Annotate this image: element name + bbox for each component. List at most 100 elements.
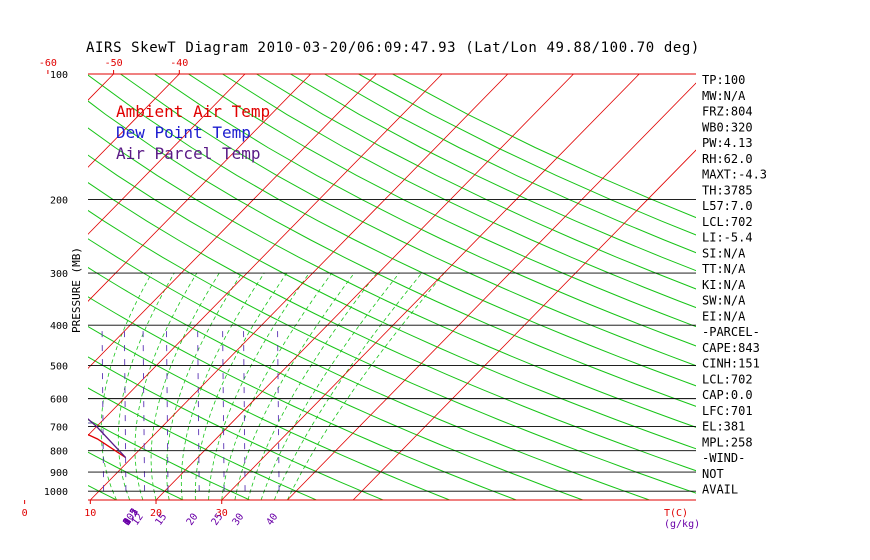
mixing-ratio-unit-label: (g/kg) xyxy=(664,519,700,530)
stat-item: LFC:701 xyxy=(702,404,753,418)
pressure-tick: 800 xyxy=(50,447,68,458)
mixing-ratio-line xyxy=(74,325,76,491)
stat-item: CAPE:843 xyxy=(702,341,760,355)
stat-item: RH:62.0 xyxy=(702,152,753,166)
stat-item: FRZ:804 xyxy=(702,105,753,119)
dry-adiabat xyxy=(154,74,696,347)
moist-adiabat xyxy=(234,272,355,500)
isotherm xyxy=(88,74,443,436)
isotherm xyxy=(88,74,180,168)
pressure-tick: 1000 xyxy=(44,487,68,498)
legend-item: Air Parcel Temp xyxy=(116,144,261,163)
mixing-ratio-line xyxy=(36,325,38,491)
temperature-unit-label: T(C) xyxy=(664,508,688,519)
stat-item: -WIND- xyxy=(702,451,745,465)
background-grid xyxy=(0,74,696,500)
stat-item: CAP:0.0 xyxy=(702,388,753,402)
mixing-ratio-tick: 2 xyxy=(121,516,133,527)
dry-adiabat xyxy=(88,387,317,500)
mixing-ratio-line xyxy=(243,325,246,492)
isotherm xyxy=(221,74,640,500)
dry-adiabat xyxy=(88,100,696,407)
dry-adiabat xyxy=(120,74,696,367)
moist-adiabat xyxy=(166,272,243,500)
mixing-ratio-tick: 1 xyxy=(121,516,133,527)
mixing-ratio-tick: 4 xyxy=(121,516,133,527)
moist-adiabat xyxy=(287,272,445,500)
dry-adiabat xyxy=(88,266,583,500)
isotherm xyxy=(0,74,48,500)
moist-adiabat xyxy=(221,272,333,500)
isotherm xyxy=(90,74,509,500)
moist-adiabat xyxy=(100,272,153,500)
dry-adiabat xyxy=(222,74,696,309)
dry-adiabat xyxy=(188,74,696,328)
bottom-temp-tick: 0 xyxy=(22,508,28,519)
stat-item: AVAIL xyxy=(702,483,738,497)
stat-item: MAXT:-4.3 xyxy=(702,168,767,182)
bottom-temp-tick: 10 xyxy=(84,508,96,519)
dry-adiabat xyxy=(392,74,696,219)
mixing-ratio-tick: 3 xyxy=(121,516,133,527)
stat-item: WB0:320 xyxy=(702,120,753,134)
bottom-temp-tick: 30 xyxy=(216,508,228,519)
isotherm xyxy=(287,82,696,500)
moist-adiabat xyxy=(247,272,378,500)
dry-adiabat xyxy=(88,326,450,500)
stat-item: KI:N/A xyxy=(702,278,746,292)
mixing-ratio-line xyxy=(277,325,280,492)
mixing-ratio-tick: 8 xyxy=(121,516,133,527)
dry-adiabat xyxy=(88,356,384,500)
moist-adiabat xyxy=(117,272,175,500)
mixing-ratio-line xyxy=(222,325,225,492)
chart-title: AIRS SkewT Diagram 2010-03-20/06:09:47.9… xyxy=(86,40,700,56)
pressure-tick: 100 xyxy=(50,70,68,81)
stat-item: TH:3785 xyxy=(702,183,753,197)
isotherm xyxy=(88,74,114,101)
stat-item: LCL:702 xyxy=(702,215,753,229)
dry-adiabat xyxy=(88,209,696,494)
cape-hatch xyxy=(88,418,97,427)
isotherm xyxy=(88,74,377,369)
moist-adiabat xyxy=(180,272,265,500)
stat-item: EL:381 xyxy=(702,420,745,434)
stat-item: TT:N/A xyxy=(702,262,746,276)
stat-item: MW:N/A xyxy=(702,89,746,103)
dry-adiabat xyxy=(88,484,117,500)
dry-adiabat xyxy=(88,296,517,500)
isotherm xyxy=(155,74,574,500)
mixing-ratio-line xyxy=(166,325,169,492)
legend: Ambient Air Temp Dew Point Temp Air Parcel… xyxy=(116,102,270,163)
isotherm xyxy=(352,149,696,500)
stat-item: CINH:151 xyxy=(702,357,760,371)
stat-item: LCL:702 xyxy=(702,372,753,386)
mixing-ratio-tick: 20 xyxy=(185,512,201,528)
dry-adiabat xyxy=(256,74,696,290)
moist-adiabat xyxy=(260,272,400,500)
dry-adiabat xyxy=(290,74,696,272)
pressure-tick: 700 xyxy=(50,423,68,434)
stat-item: MPL:258 xyxy=(702,435,753,449)
isotherm xyxy=(88,74,246,235)
stat-item: TP:100 xyxy=(702,73,745,87)
stat-item: EI:N/A xyxy=(702,309,746,323)
stat-item: PW:4.13 xyxy=(702,136,753,150)
dry-adiabat xyxy=(88,154,696,450)
dry-adiabat xyxy=(0,74,50,500)
top-temp-tick: -40 xyxy=(170,58,188,69)
pressure-tick: 300 xyxy=(50,269,68,280)
moist-adiabat xyxy=(150,272,220,500)
stat-item: -PARCEL- xyxy=(702,325,760,339)
pressure-tick: 500 xyxy=(50,362,68,373)
legend-item: Ambient Air Temp xyxy=(116,102,270,121)
stat-item: SW:N/A xyxy=(702,294,746,308)
mixing-ratio-line xyxy=(11,325,13,491)
isotherm xyxy=(88,74,311,302)
top-temp-tick: -50 xyxy=(105,58,123,69)
stat-item: L57:7.0 xyxy=(702,199,753,213)
pressure-tick: 900 xyxy=(50,468,68,479)
dry-adiabat xyxy=(88,127,696,428)
dry-adiabat xyxy=(88,451,184,500)
